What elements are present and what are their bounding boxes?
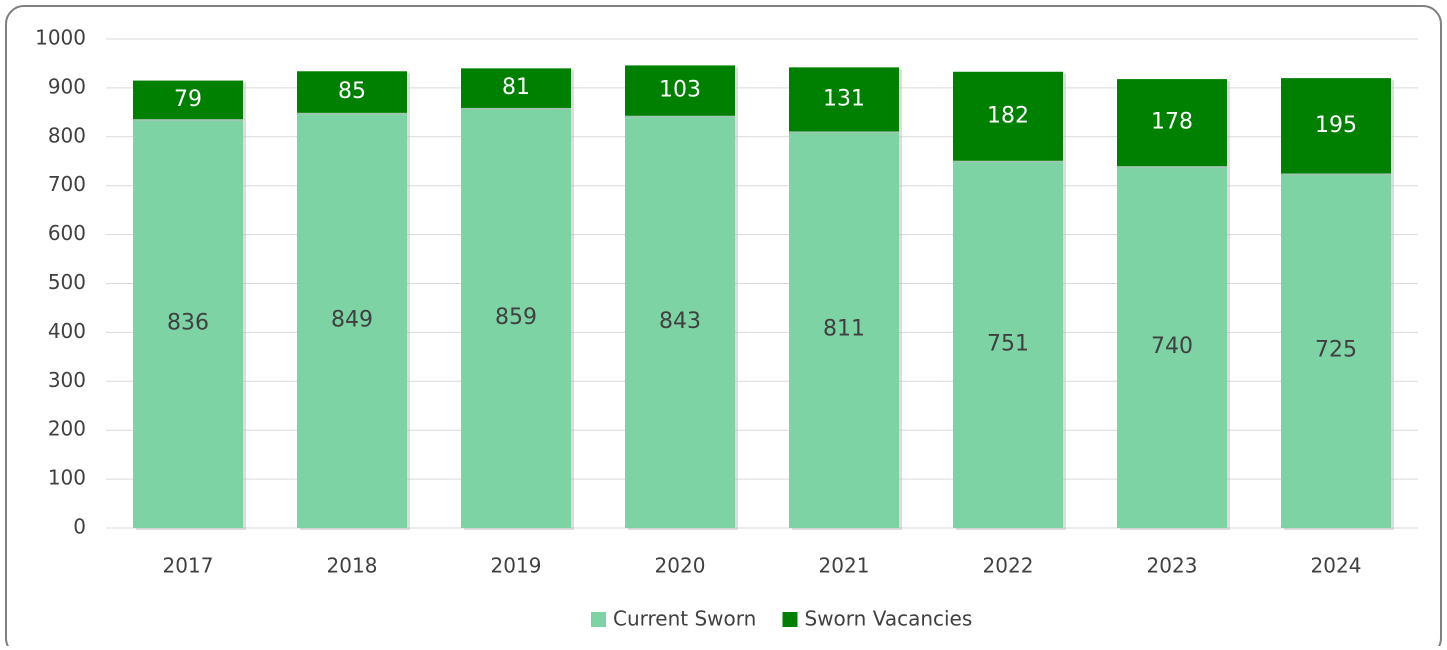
data-label: 195 [1315, 113, 1357, 138]
bar [461, 68, 571, 108]
bar [133, 80, 243, 120]
y-tick-label: 100 [48, 466, 86, 490]
y-tick-label: 200 [48, 417, 86, 441]
data-label: 85 [338, 79, 366, 104]
x-tick-label: 2018 [327, 554, 378, 578]
legend-label: Sworn Vacancies [805, 607, 973, 631]
data-label: 178 [1151, 110, 1193, 135]
bar [953, 71, 1063, 161]
x-tick-label: 2022 [983, 554, 1034, 578]
y-tick-label: 900 [48, 74, 86, 98]
bar [461, 107, 571, 528]
x-tick-label: 2024 [1311, 554, 1362, 578]
x-tick-label: 2017 [163, 554, 214, 578]
data-label: 751 [987, 331, 1029, 356]
data-label: 836 [167, 311, 209, 336]
x-tick-label: 2021 [819, 554, 870, 578]
data-label: 843 [659, 309, 701, 334]
bar [1117, 166, 1227, 528]
bar [297, 112, 407, 529]
bar [625, 65, 735, 116]
bar [953, 160, 1063, 529]
data-label: 740 [1151, 334, 1193, 359]
y-tick-label: 500 [48, 270, 86, 294]
y-tick-label: 700 [48, 172, 86, 196]
bar [789, 131, 899, 528]
data-label: 725 [1315, 338, 1357, 363]
bar [625, 115, 735, 528]
bar [789, 67, 899, 132]
data-label: 81 [502, 75, 530, 100]
legend-swatch [591, 612, 606, 627]
legend-label: Current Sworn [613, 607, 756, 631]
bar [297, 71, 407, 113]
x-tick-label: 2020 [655, 554, 706, 578]
y-tick-label: 300 [48, 368, 86, 392]
y-tick-label: 1000 [35, 26, 86, 50]
data-label: 849 [331, 307, 373, 332]
x-tick-label: 2019 [491, 554, 542, 578]
bar [1281, 78, 1391, 174]
data-label: 182 [987, 103, 1029, 128]
legend-swatch [782, 612, 798, 627]
data-label: 103 [659, 78, 701, 103]
bar [133, 119, 243, 529]
y-tick-label: 800 [48, 123, 86, 147]
bar [1117, 79, 1227, 167]
y-tick-label: 0 [73, 515, 86, 539]
data-label: 859 [495, 305, 537, 330]
data-label: 79 [174, 87, 202, 112]
x-tick-label: 2023 [1147, 554, 1198, 578]
data-label: 131 [823, 86, 865, 111]
data-label: 811 [823, 317, 865, 342]
y-tick-label: 400 [48, 319, 86, 343]
bar [1281, 173, 1391, 528]
y-tick-label: 600 [48, 221, 86, 245]
